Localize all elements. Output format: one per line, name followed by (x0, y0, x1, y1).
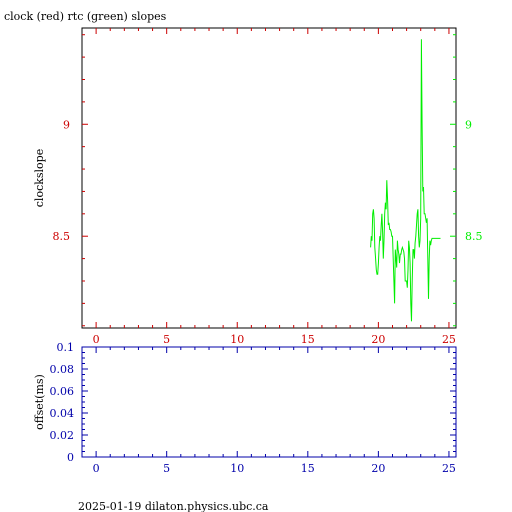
top-x-tick-label: 15 (301, 333, 315, 346)
top-y-tick-label-left: 9 (63, 118, 70, 131)
series-line-rtc (370, 39, 441, 322)
bottom-y-tick-label: 0.04 (50, 407, 75, 420)
bottom-x-tick-label: 0 (93, 462, 100, 475)
bottom-y-tick-label: 0 (67, 451, 74, 464)
top-x-tick-label: 5 (163, 333, 170, 346)
top-ticks (82, 28, 456, 328)
bottom-x-tick-label: 10 (230, 462, 244, 475)
top-panel: 0 5 10 15 20 25 8.59 8.59 clockslope (33, 27, 483, 346)
top-x-tick-labels: 0 5 10 15 20 25 (93, 333, 456, 346)
top-ylabel: clockslope (33, 149, 46, 207)
top-y-tick-label-left: 8.5 (53, 230, 71, 243)
top-y-tick-labels-right: 8.59 (465, 118, 483, 243)
bottom-y-tick-label: 0.1 (57, 341, 75, 354)
chart-title: clock (red) rtc (green) slopes (4, 10, 167, 23)
bottom-frame (81, 346, 457, 458)
footer-text: 2025-01-19 dilaton.physics.ubc.ca (78, 500, 269, 512)
top-x-tick-label: 0 (93, 333, 100, 346)
bottom-y-tick-label: 0.02 (50, 429, 75, 442)
top-y-tick-label-right: 8.5 (465, 230, 483, 243)
bottom-x-tick-label: 20 (371, 462, 385, 475)
bottom-ticks (82, 346, 456, 458)
bottom-x-tick-label: 15 (301, 462, 315, 475)
bottom-y-tick-label: 0.08 (50, 363, 75, 376)
bottom-x-tick-label: 25 (442, 462, 456, 475)
bottom-x-tick-label: 5 (163, 462, 170, 475)
top-y-tick-label-right: 9 (465, 118, 472, 131)
bottom-panel: 0 5 10 15 20 25 0 0.02 0.04 0.06 0.08 0.1 offset(m… (33, 341, 457, 475)
top-x-tick-label: 25 (442, 333, 456, 346)
bottom-y-tick-labels: 0 0.02 0.04 0.06 0.08 0.1 (50, 341, 75, 464)
top-x-tick-label: 20 (371, 333, 385, 346)
top-x-tick-label: 10 (230, 333, 244, 346)
top-y-tick-labels-left: 8.59 (53, 118, 71, 243)
bottom-ylabel: offset(ms) (33, 374, 46, 430)
bottom-x-tick-labels: 0 5 10 15 20 25 (93, 462, 456, 475)
top-frame (81, 27, 457, 329)
top-series (370, 39, 441, 322)
bottom-y-tick-label: 0.06 (50, 385, 75, 398)
